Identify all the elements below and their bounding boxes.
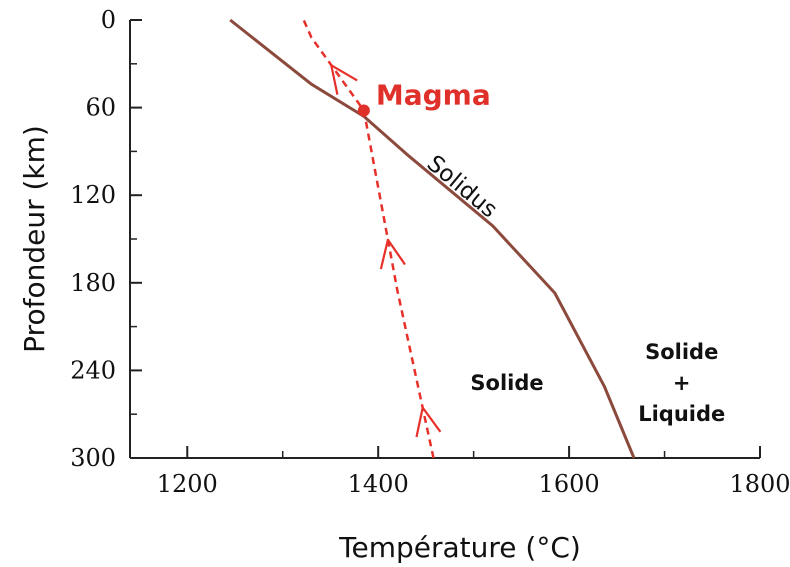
solidus-label: Solidus — [422, 150, 502, 223]
region-label-line: Liquide — [638, 402, 725, 426]
series — [229, 18, 636, 459]
solidus-line — [229, 18, 636, 459]
ticks: 0 60 120 180 240 300 1200 1400 1600 1800 — [70, 6, 790, 498]
region-label-line: Solide — [645, 340, 718, 364]
arrowhead-icon — [415, 406, 442, 438]
arrowhead-icon — [330, 64, 358, 95]
x-tick-label: 1400 — [348, 470, 409, 498]
x-tick-label: 1200 — [157, 470, 218, 498]
y-tick-label: 240 — [70, 356, 116, 384]
magma-label: Magma — [376, 79, 491, 112]
y-tick-label: 180 — [70, 269, 116, 297]
x-tick-label: 1600 — [539, 470, 600, 498]
y-tick-label: 300 — [70, 444, 116, 472]
region-label-solide-liquide: Solide + Liquide — [638, 340, 725, 426]
y-tick-label: 0 — [101, 6, 116, 34]
y-tick-label: 120 — [70, 181, 116, 209]
region-label-line: + — [673, 371, 691, 395]
y-axis-title: Profondeur (km) — [18, 125, 51, 353]
region-label-solide: Solide — [470, 371, 543, 395]
magma-point — [357, 104, 370, 117]
x-tick-label: 1800 — [729, 470, 790, 498]
x-axis-title: Température (°C) — [338, 531, 581, 564]
y-tick-label: 60 — [85, 94, 116, 122]
arrowhead-icon — [379, 238, 406, 270]
region-label-line: Solide — [470, 371, 543, 395]
labels: Magma Solidus Solide Solide + Liquide — [376, 79, 725, 427]
